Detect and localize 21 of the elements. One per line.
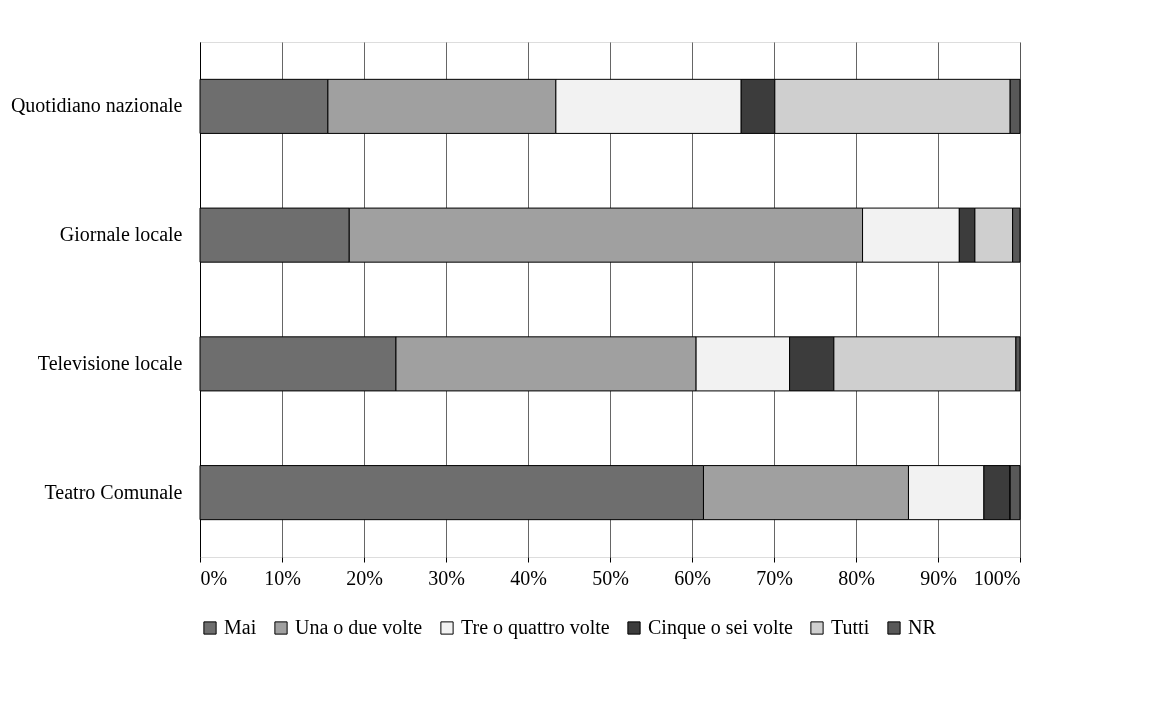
x-tick-label: 60% xyxy=(674,566,711,589)
y-tick-label: Televisione locale xyxy=(37,351,183,374)
x-tick-label: 30% xyxy=(428,566,465,589)
x-tick-label: 50% xyxy=(592,566,629,589)
x-tick-label: 40% xyxy=(510,566,547,589)
x-tick-label: 80% xyxy=(838,566,875,589)
x-tick-label: 20% xyxy=(346,566,383,589)
x-tick-label: 100% xyxy=(973,566,1021,589)
legend-label: Tutti xyxy=(831,616,870,638)
legend-label: Una o due volte xyxy=(295,616,423,638)
legend-label: NR xyxy=(908,616,937,638)
y-tick-label: Teatro Comunale xyxy=(44,480,183,503)
x-tick-label: 90% xyxy=(920,566,957,589)
x-tick-label: 10% xyxy=(264,566,301,589)
legend-label: Tre o quattro volte xyxy=(461,616,610,639)
legend-label: Mai xyxy=(224,616,257,638)
x-tick-label: 70% xyxy=(756,566,793,589)
y-tick-label: Quotidiano nazionale xyxy=(10,94,183,117)
legend-label: Cinque o sei volte xyxy=(648,616,794,639)
y-tick-label: Giornale locale xyxy=(59,223,183,246)
x-tick-label: 0% xyxy=(200,566,228,589)
